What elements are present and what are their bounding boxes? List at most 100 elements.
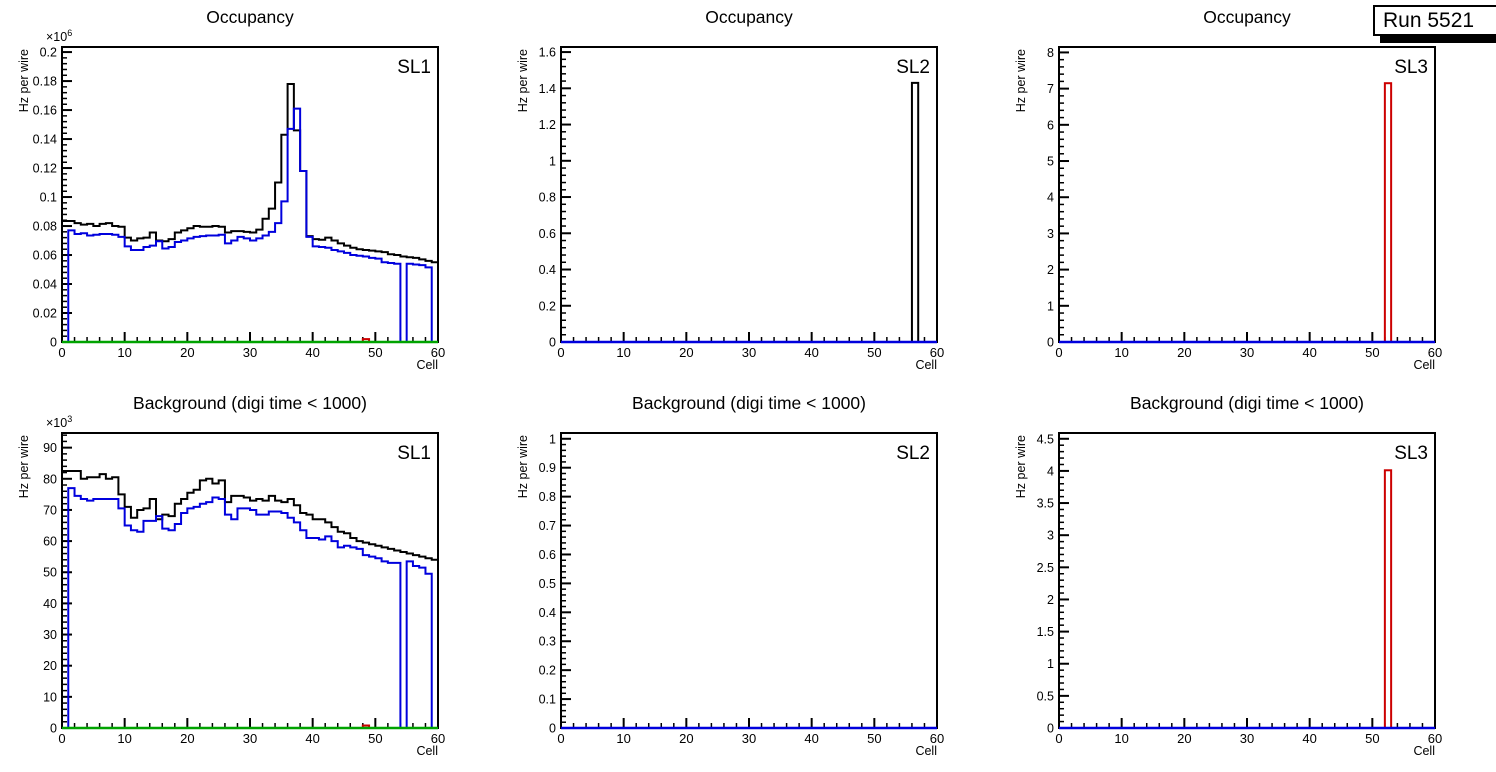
y-tick-label: 0.9: [539, 461, 556, 475]
x-tick-label: 30: [243, 731, 257, 746]
y-tick-label: 1: [1047, 299, 1054, 313]
y-tick-label: 0: [549, 722, 556, 736]
y-tick-label: 0.18: [33, 75, 57, 89]
chart-background-sl3: 0 0.5 1 1.5 2 2.5 3 3.5 4 4.5 0 10 20 30 40 50 60 Backgro…: [1014, 393, 1442, 758]
y-axis-title: Hz per wire: [1014, 49, 1028, 112]
y-tick-label: 0.06: [33, 249, 57, 263]
chart-occupancy-sl1: 0 0.02 0.04 0.06 0.08 0.1 0.12 0.14 0.16 0.18 0.2 0…: [17, 7, 445, 372]
histogram-blue: [62, 487, 438, 729]
y-tick-label: 3.5: [1037, 497, 1054, 511]
x-tick-label: 50: [1365, 345, 1379, 360]
chart-title: Occupancy: [206, 7, 294, 27]
x-tick-label: 40: [1302, 731, 1316, 746]
y-axis-title: Hz per wire: [17, 49, 31, 112]
histogram-black: [910, 81, 920, 343]
pad-background-sl2: 0 0.1 0.2 0.3 0.4 0.5 0.6 0.7 0.8 0.9 1 0 10 20 30 40 50…: [499, 386, 998, 772]
y-tick-label: 0.02: [33, 307, 57, 321]
x-tick-label: 30: [1240, 345, 1254, 360]
y-tick-label: 0.2: [539, 299, 556, 313]
pad-background-sl1: 0 10 20 30 40 50 60 70 80 90 0 10 20 30 40 50 60 Backgrou…: [0, 386, 499, 772]
y-tick-label: 0: [50, 336, 57, 350]
y-tick-label: 4: [1047, 191, 1054, 205]
x-tick-label: 10: [1114, 731, 1128, 746]
x-tick-label: 0: [58, 345, 65, 360]
y-tick-label: 0.04: [33, 278, 57, 292]
chart-title: Occupancy: [705, 7, 793, 27]
y-tick-label: 7: [1047, 82, 1054, 96]
corner-label: SL1: [397, 443, 431, 464]
x-tick-label: 20: [1177, 345, 1191, 360]
x-tick-label: 0: [1055, 345, 1062, 360]
x-axis-title: Cell: [1413, 744, 1435, 758]
chart-occupancy-sl2: 0 0.2 0.4 0.6 0.8 1 1.2 1.4 1.6 0 10 20 30 40 50 60 Occu…: [516, 7, 944, 372]
chart-title: Background (digi time < 1000): [1130, 393, 1364, 413]
y-tick-label: 0.4: [539, 263, 556, 277]
x-tick-label: 20: [679, 731, 693, 746]
x-tick-label: 0: [58, 731, 65, 746]
y-tick-label: 2: [1047, 263, 1054, 277]
x-axis-title: Cell: [915, 744, 937, 758]
corner-label: SL2: [896, 57, 930, 78]
y-tick-label: 0: [549, 336, 556, 350]
pad-background-sl3: 0 0.5 1 1.5 2 2.5 3 3.5 4 4.5 0 10 20 30 40 50 60 Backgro…: [997, 386, 1496, 772]
plot-frame: [560, 432, 938, 729]
x-tick-label: 50: [867, 345, 881, 360]
run-number-label: Run 5521: [1373, 5, 1496, 36]
plot-frame: [1058, 46, 1436, 343]
y-tick-label: 20: [43, 659, 57, 673]
y-tick-label: 0: [1047, 722, 1054, 736]
corner-label: SL2: [896, 443, 930, 464]
y-tick-label: 0.6: [539, 227, 556, 241]
y-tick-label: 0.16: [33, 104, 57, 118]
corner-label: SL1: [397, 57, 431, 78]
x-tick-label: 10: [1114, 345, 1128, 360]
x-tick-label: 30: [243, 345, 257, 360]
y-tick-label: 0.6: [539, 548, 556, 562]
y-tick-label: 0: [1047, 336, 1054, 350]
chart-background-sl1: 0 10 20 30 40 50 60 70 80 90 0 10 20 30 40 50 60 Backgrou…: [17, 393, 445, 758]
y-tick-label: 1: [549, 432, 556, 446]
y-tick-label: 4: [1047, 464, 1054, 478]
x-tick-label: 60: [1428, 731, 1442, 746]
y-tick-label: 0.7: [539, 519, 556, 533]
chart-occupancy-sl3: 0 1 2 3 4 5 6 7 8 0 10 20 30 40 50 60 Occupancy SL3 Cell Hz…: [1014, 7, 1442, 372]
y-tick-label: 80: [43, 472, 57, 486]
y-tick-label: 2: [1047, 593, 1054, 607]
x-tick-label: 20: [679, 345, 693, 360]
y-tick-label: 6: [1047, 118, 1054, 132]
x-tick-label: 20: [1177, 731, 1191, 746]
y-tick-label: 0.5: [539, 577, 556, 591]
x-tick-label: 40: [305, 731, 319, 746]
y-tick-label: 4.5: [1037, 432, 1054, 446]
y-tick-label: 0.8: [539, 490, 556, 504]
y-tick-label: 0.2: [539, 664, 556, 678]
x-axis-title: Cell: [416, 744, 438, 758]
x-tick-label: 30: [742, 731, 756, 746]
pad-occupancy-sl1: 0 0.02 0.04 0.06 0.08 0.1 0.12 0.14 0.16 0.18 0.2 0…: [0, 0, 499, 386]
y-axis-title: Hz per wire: [1014, 435, 1028, 498]
x-tick-label: 30: [742, 345, 756, 360]
plot-frame: [61, 46, 439, 343]
histogram-black: [62, 82, 439, 342]
y-tick-label: 1.5: [1037, 625, 1054, 639]
x-tick-label: 50: [1365, 731, 1379, 746]
y-tick-label: 1.2: [539, 118, 556, 132]
y-tick-label: 0.5: [1037, 689, 1054, 703]
y-tick-label: 5: [1047, 155, 1054, 169]
plot-frame: [560, 46, 938, 343]
y-tick-label: 0: [50, 722, 57, 736]
corner-label: SL3: [1394, 57, 1428, 78]
plot-frame: [1058, 432, 1436, 729]
y-tick-label: 1.6: [539, 46, 556, 60]
y-tick-label: 0.1: [40, 191, 57, 205]
pad-occupancy-sl3: 0 1 2 3 4 5 6 7 8 0 10 20 30 40 50 60 Occupancy SL3 Cell Hz…: [997, 0, 1496, 386]
y-axis-title: Hz per wire: [516, 49, 530, 112]
histogram-red: [1383, 469, 1393, 729]
y-tick-label: 2.5: [1037, 561, 1054, 575]
x-tick-label: 40: [305, 345, 319, 360]
x-tick-label: 60: [930, 731, 944, 746]
y-tick-label: 8: [1047, 46, 1054, 60]
x-axis-title: Cell: [915, 358, 937, 372]
chart-background-sl2: 00.10.20.30.40.50.60.70.80.910 10 20 30 40 50…: [516, 393, 944, 758]
